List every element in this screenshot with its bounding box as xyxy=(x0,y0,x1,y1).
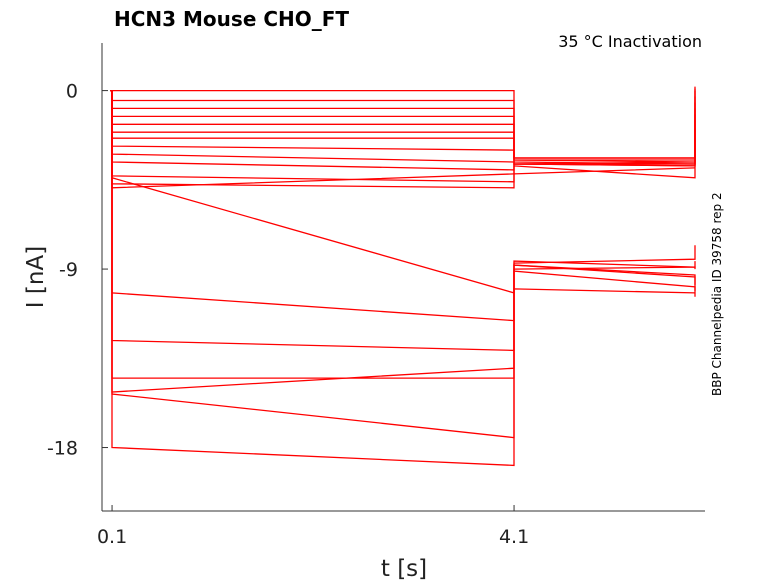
x-tick-label: 4.1 xyxy=(499,526,529,548)
x-tick-label: 0.1 xyxy=(97,526,127,548)
x-ticks: 0.1 4.1 xyxy=(97,505,529,548)
y-tick-label: -9 xyxy=(59,259,78,281)
side-note: BBP Channelpedia ID 39758 rep 2 xyxy=(710,192,724,396)
trace-line-5 xyxy=(110,89,696,163)
trace-line-20 xyxy=(110,89,696,467)
y-tick-label: -18 xyxy=(47,438,78,460)
traces xyxy=(110,86,696,467)
y-ticks: 0 -9 -18 xyxy=(47,81,108,460)
trace-line-15 xyxy=(110,89,696,322)
trace-line-7 xyxy=(110,89,696,167)
x-axis-label: t [s] xyxy=(381,556,427,582)
trace-line-12 xyxy=(110,89,696,189)
trace-line-17 xyxy=(110,89,696,379)
y-tick-label: 0 xyxy=(66,81,78,103)
chart-annotation: 35 °C Inactivation xyxy=(558,32,702,51)
trace-line-14 xyxy=(110,89,696,294)
trace-line-16 xyxy=(110,89,696,352)
trace-line-18 xyxy=(110,89,696,393)
trace-line-6 xyxy=(110,89,696,165)
trace-line-8 xyxy=(110,89,696,167)
y-axis-label: I [nA] xyxy=(23,246,49,308)
trace-line-13 xyxy=(110,89,696,189)
trace-line-9 xyxy=(110,89,696,165)
chart-title: HCN3 Mouse CHO_FT xyxy=(114,7,349,31)
